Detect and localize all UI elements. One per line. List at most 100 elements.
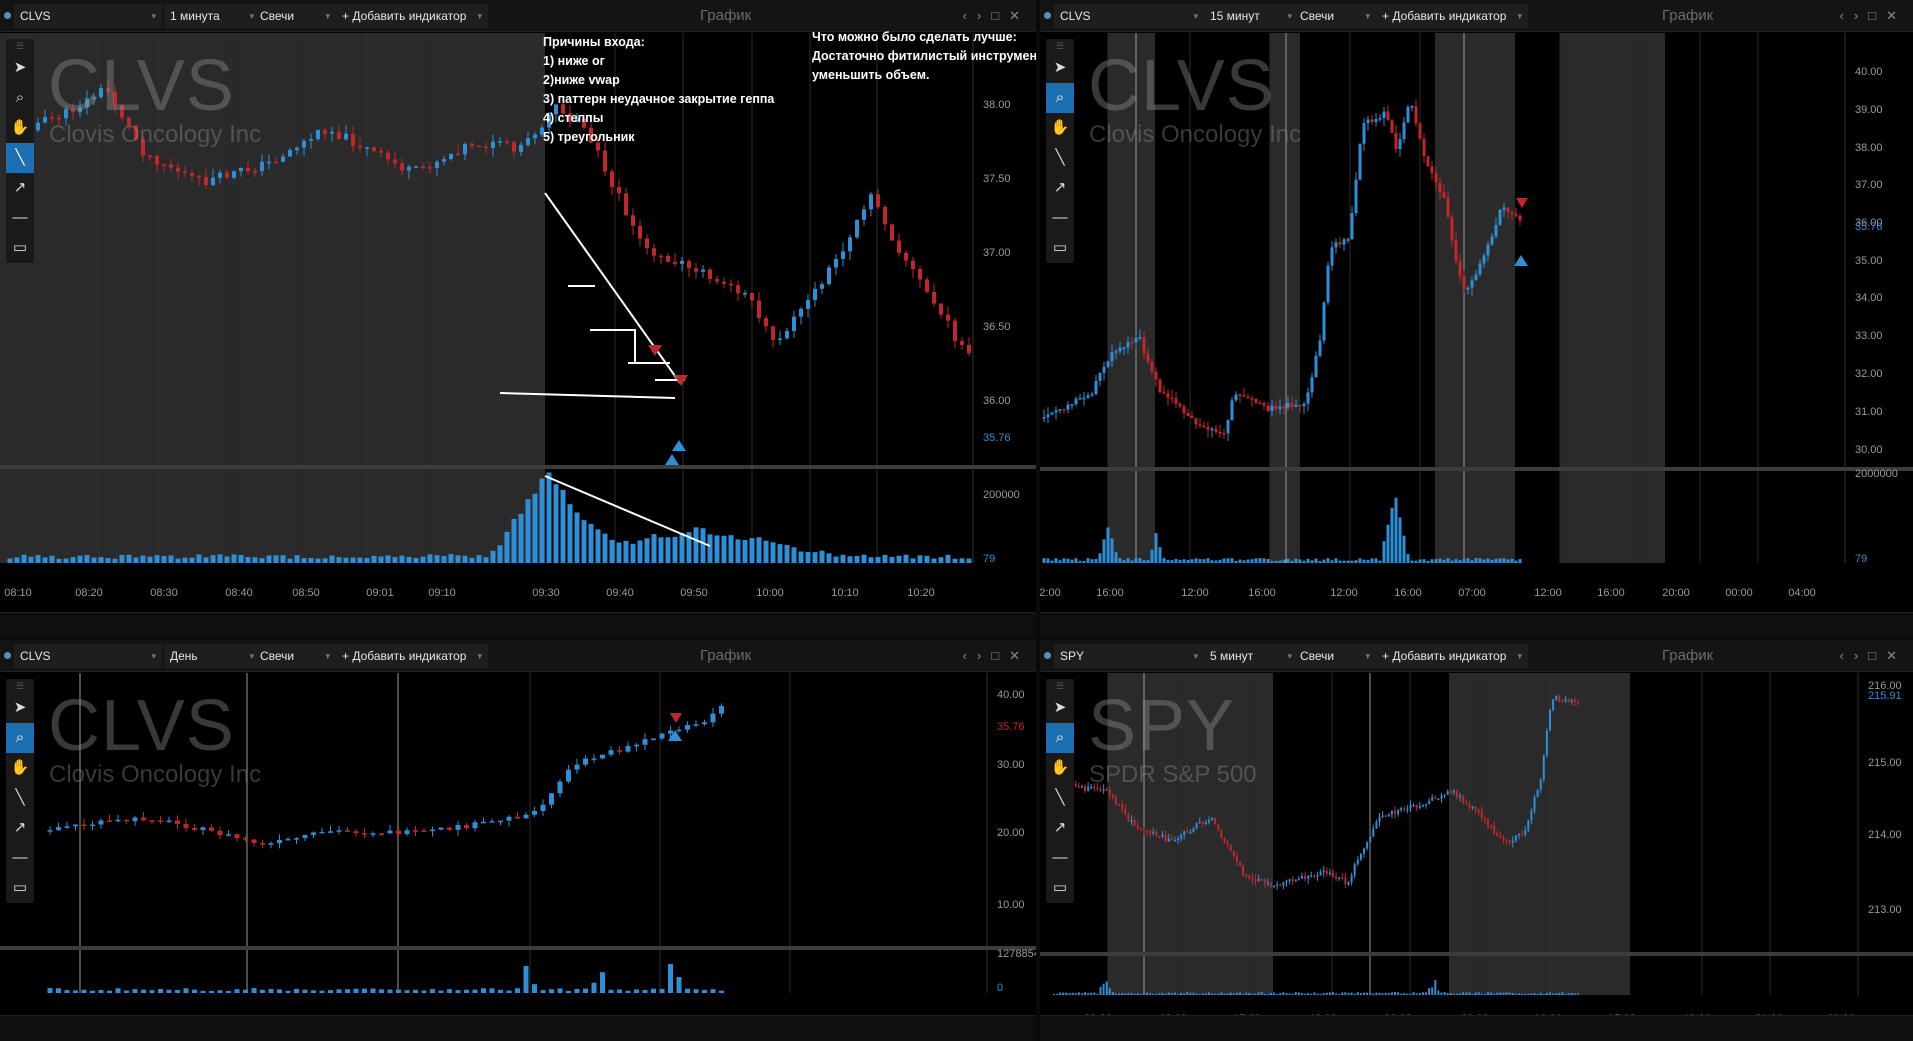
- chart-area[interactable]: 216.00215.00214.00213.00215.9109:0012:00…: [1040, 673, 1913, 1041]
- volume-bar: [1066, 558, 1070, 563]
- add-indicator-button[interactable]: + Добавить индикатор ▾: [336, 644, 488, 668]
- chart-type-select[interactable]: Свечи ▾: [254, 644, 336, 668]
- symbol-select[interactable]: CLVS ▾: [14, 644, 162, 668]
- navigator-bar[interactable]: [1040, 1015, 1913, 1041]
- zoom-icon[interactable]: ⌕: [6, 723, 34, 753]
- arrow-icon[interactable]: ↗: [13, 179, 27, 196]
- hline-icon[interactable]: —: [12, 209, 28, 226]
- interval-select[interactable]: 1 минута ▾: [164, 4, 260, 28]
- hline-icon[interactable]: —: [1052, 209, 1068, 226]
- zoom-icon[interactable]: ⌕: [15, 89, 25, 106]
- back-icon[interactable]: ‹: [962, 648, 977, 663]
- candle: [491, 141, 495, 149]
- chart-pane-bottom-right[interactable]: SPY ▾ 5 минут ▾ Свечи ▾ + Добавить индикато…: [1040, 640, 1913, 1041]
- cursor-icon[interactable]: ➤: [1053, 699, 1067, 716]
- symbol-select[interactable]: SPY ▾: [1054, 644, 1204, 668]
- line-icon[interactable]: ╲: [15, 789, 25, 806]
- window-controls[interactable]: ‹›□✕: [963, 640, 1030, 672]
- cursor-icon[interactable]: ➤: [13, 59, 27, 76]
- line-icon[interactable]: ╲: [1055, 789, 1065, 806]
- rect-icon[interactable]: ▭: [12, 239, 28, 256]
- chart-area[interactable]: 40.00 39.00 38.00 37.00 36.00 35.00 34.00 33.00…: [1040, 33, 1913, 638]
- navigator-bar[interactable]: [1040, 612, 1913, 638]
- symbol-select[interactable]: CLVS ▾: [14, 4, 162, 28]
- grip-icon[interactable]: ☰: [1055, 41, 1065, 51]
- candle: [393, 159, 397, 164]
- trendline-lower: [499, 392, 676, 399]
- line-icon[interactable]: ╲: [6, 143, 34, 173]
- interval-select[interactable]: 15 минут ▾: [1204, 4, 1298, 28]
- forward-icon[interactable]: ›: [1853, 8, 1869, 23]
- zoom-icon[interactable]: ⌕: [1046, 723, 1074, 753]
- volume-bar: [379, 989, 384, 993]
- rect-icon[interactable]: ▭: [1052, 879, 1068, 896]
- link-dot-icon[interactable]: [1044, 12, 1051, 19]
- back-icon[interactable]: ‹: [1839, 8, 1854, 23]
- navigator-bar[interactable]: [0, 612, 1036, 638]
- line-icon[interactable]: ╲: [1055, 149, 1065, 166]
- symbol-select[interactable]: CLVS ▾: [1054, 4, 1204, 28]
- maximize-icon[interactable]: □: [1868, 8, 1887, 23]
- volume-bar: [1422, 559, 1426, 563]
- window-controls[interactable]: ‹›□✕: [1840, 0, 1907, 32]
- arrow-icon[interactable]: ↗: [1053, 819, 1067, 836]
- hand-icon[interactable]: ✋: [1050, 759, 1070, 776]
- rect-icon[interactable]: ▭: [12, 879, 28, 896]
- drawing-tools: ☰ ➤ ⌕ ✋ ╲ ↗ — ▭: [1046, 679, 1074, 903]
- grip-icon[interactable]: ☰: [15, 41, 25, 51]
- chart-type-select[interactable]: Свечи ▾: [1294, 4, 1376, 28]
- chart-type-select[interactable]: Свечи ▾: [1294, 644, 1376, 668]
- volume-bar: [112, 558, 118, 563]
- hline-icon[interactable]: —: [1052, 849, 1068, 866]
- close-icon[interactable]: ✕: [1009, 648, 1030, 663]
- forward-icon[interactable]: ›: [976, 8, 992, 23]
- window-controls[interactable]: ‹›□✕: [963, 0, 1030, 32]
- cursor-icon[interactable]: ➤: [13, 699, 27, 716]
- add-indicator-button[interactable]: + Добавить индикатор ▾: [1376, 4, 1528, 28]
- maximize-icon[interactable]: □: [991, 8, 1010, 23]
- hand-icon[interactable]: ✋: [10, 119, 30, 136]
- candle: [1573, 699, 1576, 703]
- rect-icon[interactable]: ▭: [1052, 239, 1068, 256]
- arrow-icon[interactable]: ↗: [1053, 179, 1067, 196]
- add-indicator-button[interactable]: + Добавить индикатор ▾: [336, 4, 488, 28]
- back-icon[interactable]: ‹: [962, 8, 977, 23]
- chevron-down-icon: ▾: [477, 11, 482, 21]
- interval-select[interactable]: День ▾: [164, 644, 260, 668]
- link-dot-icon[interactable]: [1044, 652, 1051, 659]
- hand-icon[interactable]: ✋: [1050, 119, 1070, 136]
- interval-select[interactable]: 5 минут ▾: [1204, 644, 1298, 668]
- hline-icon[interactable]: —: [12, 849, 28, 866]
- chevron-down-icon: ▾: [325, 11, 330, 21]
- maximize-icon[interactable]: □: [991, 648, 1010, 663]
- window-controls[interactable]: ‹›□✕: [1840, 640, 1907, 672]
- maximize-icon[interactable]: □: [1868, 648, 1887, 663]
- cursor-icon[interactable]: ➤: [1053, 59, 1067, 76]
- zoom-icon[interactable]: ⌕: [1046, 83, 1074, 113]
- grip-icon[interactable]: ☰: [1055, 681, 1065, 691]
- forward-icon[interactable]: ›: [976, 648, 992, 663]
- forward-icon[interactable]: ›: [1853, 648, 1869, 663]
- arrow-icon[interactable]: ↗: [13, 819, 27, 836]
- chart-type-select[interactable]: Свечи ▾: [254, 4, 336, 28]
- grip-icon[interactable]: ☰: [15, 681, 25, 691]
- add-indicator-button[interactable]: + Добавить индикатор ▾: [1376, 644, 1528, 668]
- close-icon[interactable]: ✕: [1886, 8, 1907, 23]
- chart-pane-bottom-left[interactable]: CLVS ▾ День ▾ Свечи ▾ + Добавить индикатор ▾…: [0, 640, 1036, 1041]
- hand-icon[interactable]: ✋: [10, 759, 30, 776]
- volume-bar: [1180, 992, 1183, 995]
- chart-area[interactable]: 38.00 37.50 37.00 36.50 36.00 35.76 200000 79 08…: [0, 30, 1036, 638]
- candle: [477, 145, 481, 148]
- candle: [1239, 862, 1241, 866]
- back-icon[interactable]: ‹: [1839, 648, 1854, 663]
- link-dot-icon[interactable]: [4, 652, 11, 659]
- link-dot-icon[interactable]: [4, 12, 11, 19]
- navigator-bar[interactable]: [0, 1015, 1036, 1041]
- pane-title: График: [1662, 647, 1714, 664]
- chart-pane-top-right[interactable]: CLVS ▾ 15 минут ▾ Свечи ▾ + Добавить индика…: [1040, 0, 1913, 638]
- close-icon[interactable]: ✕: [1886, 648, 1907, 663]
- close-icon[interactable]: ✕: [1009, 8, 1030, 23]
- price-chart[interactable]: 38.00 37.50 37.00 36.50 36.00 35.76 200000 79 08…: [0, 33, 1036, 638]
- chart-pane-top-left[interactable]: CLVS ▾ 1 минута ▾ Свечи ▾ + Добавить индика…: [0, 0, 1036, 638]
